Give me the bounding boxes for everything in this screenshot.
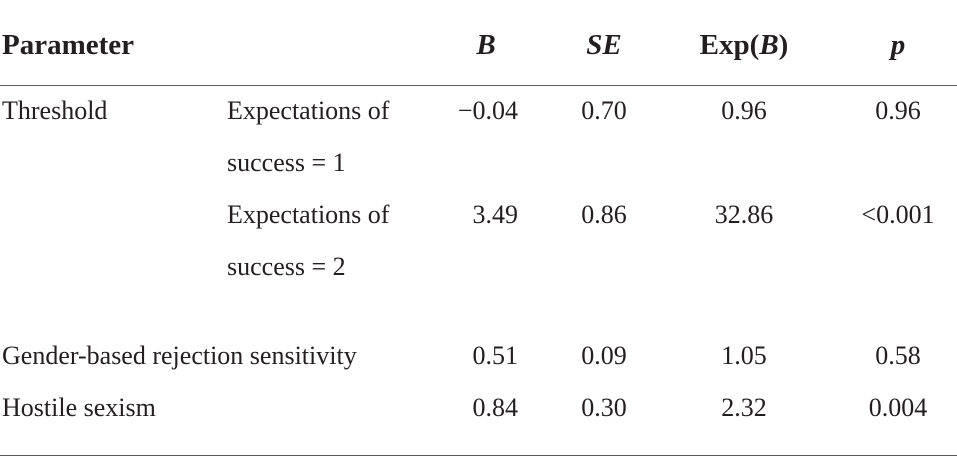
header-exp-prefix: Exp( — [699, 29, 760, 61]
header-b: B — [476, 29, 496, 61]
header-rule — [0, 85, 957, 86]
header-p: p — [890, 29, 906, 61]
row-2-p: <0.001 — [861, 200, 935, 229]
row-4-parameter: Hostile sexism — [2, 393, 156, 422]
row-1-exp: 0.96 — [721, 96, 767, 125]
row-2-exp: 32.86 — [714, 200, 774, 229]
row-1-sub-line2: success = 1 — [227, 148, 346, 177]
header-exp-suffix: ) — [778, 29, 789, 61]
row-4-exp: 2.32 — [721, 393, 767, 422]
row-3-p: 0.58 — [875, 341, 921, 370]
row-2-b: 3.49 — [472, 200, 519, 229]
row-1-b: −0.04 — [457, 96, 518, 125]
row-3-exp: 1.05 — [721, 341, 767, 370]
header-parameter: Parameter — [2, 29, 135, 61]
row-3-parameter: Gender-based rejection sensitivity — [2, 341, 357, 370]
row-4-b: 0.84 — [472, 393, 519, 422]
row-4-se: 0.30 — [581, 393, 627, 422]
row-2-se: 0.86 — [581, 200, 627, 229]
row-1-se: 0.70 — [581, 96, 627, 125]
row-2-sub-line1: Expectations of — [227, 200, 390, 229]
header-exp-b: Exp(B) — [684, 28, 804, 62]
row-3-se: 0.09 — [581, 341, 627, 370]
row-3-b: 0.51 — [472, 341, 519, 370]
header-exp-var: B — [759, 29, 779, 61]
header-se: SE — [586, 29, 622, 61]
footer-rule — [0, 455, 957, 456]
row-1-sub-line1: Expectations of — [227, 96, 390, 125]
row-1-parameter: Threshold — [2, 96, 108, 125]
row-4-p: 0.004 — [868, 393, 928, 422]
row-2-sub-line2: success = 2 — [227, 252, 346, 281]
row-1-p: 0.96 — [875, 96, 921, 125]
